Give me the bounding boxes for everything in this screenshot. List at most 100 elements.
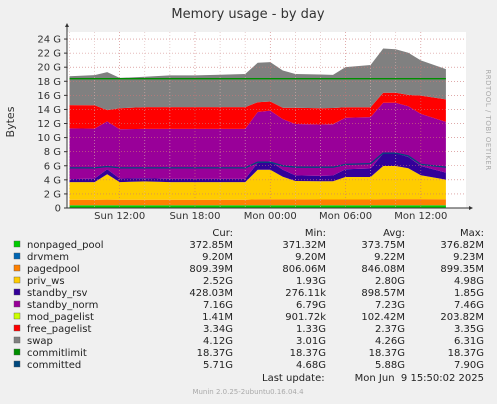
legend-name: swap [27, 336, 53, 347]
y-tick-label: 0 [55, 204, 61, 215]
legend-name: standby_rsv [27, 288, 88, 299]
legend-name: commitlimit [27, 348, 87, 359]
legend-cur-value: 2.52G [203, 276, 233, 287]
munin-version-footer: Munin 2.0.25-2ubuntu0.16.04.4 [192, 388, 304, 396]
legend-max-value: 376.82M [440, 240, 484, 251]
legend-header-cur: Cur: [212, 228, 233, 239]
y-tick-label: 18 G [37, 77, 61, 88]
legend-cur-value: 9.20M [202, 252, 233, 263]
legend-min-value: 901.72k [285, 312, 326, 323]
y-tick-label: 8 G [44, 147, 61, 158]
legend-max-value: 9.23M [453, 252, 484, 263]
legend-avg-value: 4.26G [375, 336, 405, 347]
legend-min-value: 18.37G [290, 348, 326, 359]
legend-max-value: 203.82M [440, 312, 484, 323]
legend-max-value: 18.37G [448, 348, 484, 359]
legend-name: priv_ws [27, 276, 65, 287]
legend-swatch [14, 289, 20, 295]
legend-swatch [14, 301, 20, 307]
y-tick-label: 22 G [37, 49, 61, 60]
legend-name: pagedpool [27, 264, 80, 275]
legend-cur-value: 428.03M [189, 288, 233, 299]
legend-min-value: 6.79G [296, 300, 326, 311]
legend-row-swap: swap 4.12G 3.01G 4.26G 6.31G [14, 336, 484, 347]
legend-row-nonpaged-pool: nonpaged_pool 372.85M 371.32M 373.75M 376.82… [14, 240, 484, 251]
legend-min-value: 276.11k [285, 288, 326, 299]
legend-avg-value: 2.80G [375, 276, 405, 287]
chart-title: Memory usage - by day [171, 7, 324, 22]
legend-swatch [14, 313, 20, 319]
x-tick-label: Mon 00:00 [244, 211, 297, 222]
legend-swatch [14, 349, 20, 355]
y-tick-label: 14 G [37, 105, 61, 116]
x-tick-label: Mon 12:00 [394, 211, 447, 222]
legend-max-value: 4.98G [454, 276, 484, 287]
legend-row-priv-ws: priv_ws 2.52G 1.93G 2.80G 4.98G [14, 276, 484, 287]
legend-row-pagedpool: pagedpool 809.39M 806.06M 846.08M 899.35M [14, 264, 484, 275]
legend-cur-value: 5.71G [203, 360, 233, 371]
legend-max-value: 7.90G [454, 360, 484, 371]
legend-avg-value: 373.75M [361, 240, 405, 251]
legend-avg-value: 102.42M [361, 312, 405, 323]
legend-min-value: 371.32M [282, 240, 326, 251]
legend-row-commitlimit: commitlimit 18.37G 18.37G 18.37G 18.37G [14, 348, 484, 359]
legend-cur-value: 372.85M [189, 240, 233, 251]
legend-cur-value: 809.39M [189, 264, 233, 275]
legend-swatch [14, 337, 20, 343]
legend-name: mod_pagelist [27, 312, 94, 323]
legend-max-value: 6.31G [454, 336, 484, 347]
legend-avg-value: 9.22M [374, 252, 405, 263]
legend-cur-value: 3.34G [203, 324, 233, 335]
legend-header-avg: Avg: [383, 228, 405, 239]
legend-name: drvmem [27, 252, 69, 263]
x-tick-label: Mon 06:00 [319, 211, 372, 222]
legend-name: nonpaged_pool [27, 240, 103, 251]
legend-avg-value: 2.37G [375, 324, 405, 335]
y-tick-label: 20 G [37, 63, 61, 74]
legend-min-value: 3.01G [296, 336, 326, 347]
legend-header-max: Max: [460, 228, 484, 239]
legend-header-min: Min: [305, 228, 326, 239]
legend-swatch [14, 277, 20, 283]
legend-cur-value: 4.12G [203, 336, 233, 347]
y-tick-label: 2 G [44, 189, 61, 200]
legend-avg-value: 18.37G [369, 348, 405, 359]
rrdtool-side-label: RRDTOOL / TOBI OETIKER [484, 69, 492, 170]
y-axis-label: Bytes [4, 106, 17, 137]
legend-avg-value: 7.23G [375, 300, 405, 311]
legend-min-value: 1.33G [296, 324, 326, 335]
legend-cur-value: 18.37G [197, 348, 233, 359]
legend-name: committed [27, 360, 81, 371]
y-tick-label: 16 G [37, 91, 61, 102]
legend-min-value: 1.93G [296, 276, 326, 287]
legend-swatch [14, 361, 20, 367]
legend-max-value: 3.35G [454, 324, 484, 335]
y-tick-label: 4 G [44, 175, 61, 186]
y-tick-label: 6 G [44, 161, 61, 172]
area-pagedpool [70, 199, 446, 205]
last-update-value: Mon Jun 9 15:50:02 2025 [355, 373, 484, 384]
legend-avg-value: 5.88G [375, 360, 405, 371]
x-tick-label: Sun 12:00 [94, 211, 145, 222]
x-axis-arrow [469, 206, 473, 210]
legend-swatch [14, 241, 20, 247]
legend-swatch [14, 265, 20, 271]
y-axis-arrow [65, 23, 69, 27]
legend-name: standby_norm [27, 300, 98, 311]
legend-avg-value: 846.08M [361, 264, 405, 275]
legend-min-value: 806.06M [282, 264, 326, 275]
legend-swatch [14, 325, 20, 331]
legend-cur-value: 7.16G [203, 300, 233, 311]
y-tick-label: 24 G [37, 35, 61, 46]
last-update-label: Last update: [262, 373, 325, 384]
legend-avg-value: 898.57M [361, 288, 405, 299]
legend-max-value: 899.35M [440, 264, 484, 275]
